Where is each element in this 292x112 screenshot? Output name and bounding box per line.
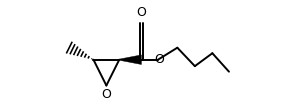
Text: O: O [101,88,111,101]
Text: O: O [136,6,146,19]
Polygon shape [119,55,141,65]
Text: O: O [154,53,164,66]
